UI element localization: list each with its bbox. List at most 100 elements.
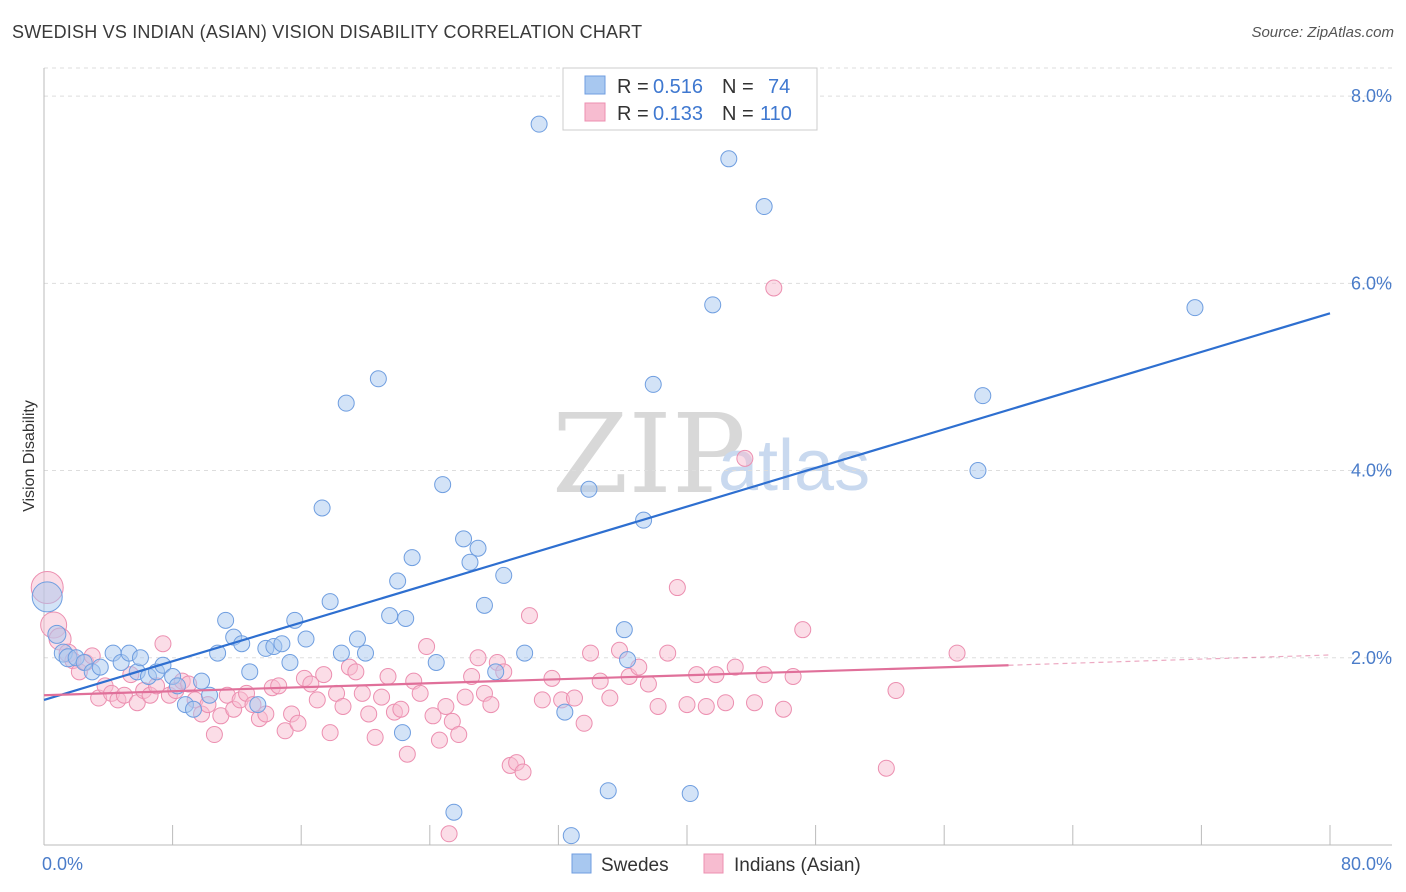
- swedes-point-62: [619, 651, 637, 669]
- indians-point-12: [115, 686, 133, 704]
- legend-r-value-indians: 0.133: [653, 103, 703, 125]
- y-tick-labels: 2.0% 4.0% 6.0% 8.0%: [1351, 86, 1392, 668]
- indians-point-83: [601, 689, 619, 707]
- indians-point-39: [289, 714, 307, 732]
- indians-point-51: [366, 728, 384, 746]
- indians-point-96: [726, 658, 744, 676]
- legend-n-value-swedes: 74: [768, 76, 790, 98]
- x-ticks: [172, 825, 1331, 845]
- swedes-point-33: [297, 630, 315, 648]
- swedes-point-44: [397, 609, 415, 627]
- swedes-point-59: [580, 480, 598, 498]
- swedes-point-69: [969, 462, 987, 480]
- swedes-point-70: [974, 387, 992, 405]
- swedes-point-56: [530, 115, 548, 133]
- swedes-point-12: [131, 649, 149, 667]
- y-tick-label-8: 8.0%: [1351, 86, 1392, 106]
- indians-point-76: [533, 691, 551, 709]
- swedes-point-27: [249, 696, 267, 714]
- indians-point-61: [430, 731, 448, 749]
- indians-point-104: [877, 759, 895, 777]
- swedes-points: [31, 115, 1204, 845]
- swedes-point-20: [193, 672, 211, 690]
- watermark-zip: ZIP: [552, 390, 746, 518]
- swedes-point-60: [599, 782, 617, 800]
- bottom-legend-label-swedes: Swedes: [601, 855, 669, 876]
- y-axis-title: Vision Disability: [21, 400, 38, 512]
- swedes-point-26: [241, 663, 259, 681]
- legend-n-label-swedes: N =: [722, 76, 754, 98]
- indians-point-44: [321, 724, 339, 742]
- bottom-legend: Swedes Indians (Asian): [571, 853, 861, 876]
- indians-point-89: [659, 644, 677, 662]
- indians-point-98: [746, 694, 764, 712]
- indians-point-56: [398, 745, 416, 763]
- legend-r-value-swedes: 0.516: [653, 76, 703, 98]
- y-tick-label-2: 2.0%: [1351, 648, 1392, 668]
- swedes-point-7: [91, 658, 109, 676]
- swedes-point-31: [281, 653, 299, 671]
- indians-point-59: [418, 638, 436, 656]
- swedes-point-52: [475, 596, 493, 614]
- indians-point-50: [360, 705, 378, 723]
- swedes-point-51: [469, 539, 487, 557]
- swedes-point-36: [332, 644, 350, 662]
- indians-point-75: [520, 607, 538, 625]
- indians-trend-line: [43, 664, 1009, 697]
- swedes-point-71: [1186, 299, 1204, 317]
- swedes-point-40: [369, 370, 387, 388]
- indians-point-18: [154, 635, 172, 653]
- indians-point-88: [649, 697, 667, 715]
- indians-point-99: [755, 666, 773, 684]
- swedes-point-42: [389, 572, 407, 590]
- swedes-point-61: [615, 621, 633, 639]
- swedes-point-50: [461, 553, 479, 571]
- swedes-point-53: [487, 663, 505, 681]
- indians-point-79: [565, 689, 583, 707]
- bottom-legend-label-indians: Indians (Asian): [734, 855, 861, 876]
- trend-lines: [43, 312, 1331, 701]
- swedes-point-1: [47, 624, 67, 644]
- indians-trend-extension: [1008, 654, 1331, 666]
- swedes-point-35: [321, 593, 339, 611]
- swedes-point-57: [556, 703, 574, 721]
- indians-point-101: [774, 700, 792, 718]
- indians-point-43: [315, 666, 333, 684]
- indians-point-80: [575, 714, 593, 732]
- indians-point-64: [450, 726, 468, 744]
- indians-point-46: [334, 697, 352, 715]
- legend-r-label-indians: R =: [617, 103, 649, 125]
- bottom-legend-swatch-swedes: [571, 853, 592, 874]
- indians-point-82: [591, 672, 609, 690]
- watermark-atlas: atlas: [718, 426, 870, 506]
- x-tick-label-max: 80.0%: [1341, 854, 1392, 874]
- legend-r-label-swedes: R =: [617, 76, 649, 98]
- legend-box: R = 0.516 N = 74 R = 0.133 N = 110: [562, 67, 818, 131]
- indians-point-48: [347, 663, 365, 681]
- legend-n-label-indians: N =: [722, 103, 754, 125]
- swedes-point-68: [755, 198, 773, 216]
- swedes-point-65: [681, 785, 699, 803]
- x-tick-label-min: 0.0%: [42, 854, 83, 874]
- indians-point-26: [205, 726, 223, 744]
- swedes-point-19: [184, 700, 202, 718]
- indians-point-53: [379, 667, 397, 685]
- indians-points: [30, 279, 966, 843]
- indians-point-58: [411, 684, 429, 702]
- bottom-legend-swatch-indians: [703, 853, 724, 874]
- indians-point-103: [794, 621, 812, 639]
- indians-point-36: [270, 677, 288, 695]
- swedes-point-43: [393, 724, 411, 742]
- swedes-point-37: [337, 394, 355, 412]
- swedes-point-54: [495, 566, 513, 584]
- indians-point-100: [765, 279, 783, 297]
- legend-n-value-indians: 110: [760, 103, 792, 125]
- indians-point-91: [678, 696, 696, 714]
- indians-point-55: [392, 700, 410, 718]
- legend-swatch-indians: [584, 102, 606, 122]
- indians-point-107: [440, 825, 458, 843]
- indians-point-87: [639, 675, 657, 693]
- y-tick-label-6: 6.0%: [1351, 273, 1392, 293]
- swedes-point-58: [562, 827, 580, 845]
